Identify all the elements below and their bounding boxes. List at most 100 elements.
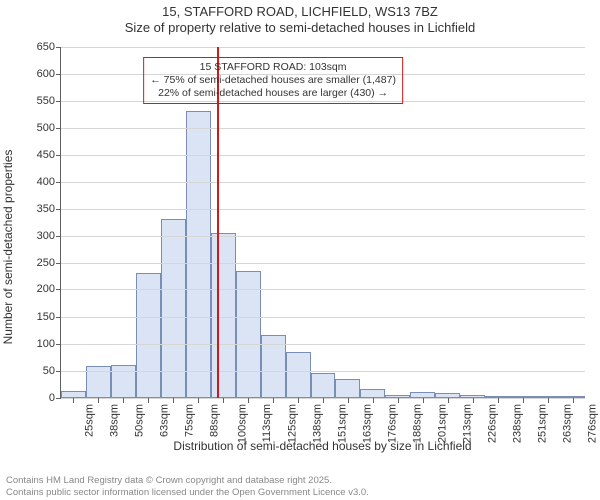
xtick-label: 226sqm <box>486 404 498 443</box>
gridline <box>61 47 585 48</box>
xtick-mark <box>123 398 124 403</box>
xtick-label: 88sqm <box>209 404 221 437</box>
y-axis-label: Number of semi-detached properties <box>1 149 15 344</box>
ytick-label: 400 <box>37 176 55 188</box>
gridline <box>61 317 585 318</box>
histogram-bar <box>261 335 286 397</box>
xtick-mark <box>198 398 199 403</box>
gridline <box>61 209 585 210</box>
ytick-mark <box>56 155 61 156</box>
gridline <box>61 263 585 264</box>
xtick-mark <box>98 398 99 403</box>
ytick-label: 150 <box>37 311 55 323</box>
ytick-label: 0 <box>49 392 55 404</box>
ytick-mark <box>56 47 61 48</box>
ytick-label: 350 <box>37 203 55 215</box>
ytick-label: 250 <box>37 257 55 269</box>
chart-title-block: 15, STAFFORD ROAD, LICHFIELD, WS13 7BZ S… <box>0 0 600 37</box>
annotation-box: 15 STAFFORD ROAD: 103sqm← 75% of semi-de… <box>143 57 403 104</box>
ytick-label: 50 <box>43 365 55 377</box>
xtick-mark <box>473 398 474 403</box>
xtick-label: 151sqm <box>337 404 349 443</box>
ytick-mark <box>56 74 61 75</box>
histogram-bar <box>360 389 385 397</box>
xtick-label: 276sqm <box>586 404 598 443</box>
annotation-line: 22% of semi-detached houses are larger (… <box>150 87 396 100</box>
xtick-mark <box>373 398 374 403</box>
gridline <box>61 344 585 345</box>
xtick-label: 201sqm <box>436 404 448 443</box>
annotation-line: ← 75% of semi-detached houses are smalle… <box>150 74 396 87</box>
xtick-mark <box>573 398 574 403</box>
xtick-label: 176sqm <box>386 404 398 443</box>
xtick-label: 188sqm <box>411 404 423 443</box>
ytick-mark <box>56 398 61 399</box>
ytick-mark <box>56 317 61 318</box>
histogram-bar <box>335 379 360 398</box>
xtick-label: 50sqm <box>134 404 146 437</box>
xtick-mark <box>448 398 449 403</box>
xtick-mark <box>298 398 299 403</box>
ytick-label: 200 <box>37 283 55 295</box>
annotation-line: 15 STAFFORD ROAD: 103sqm <box>150 61 396 74</box>
xtick-label: 263sqm <box>561 404 573 443</box>
gridline <box>61 155 585 156</box>
ytick-label: 550 <box>37 95 55 107</box>
xtick-label: 163sqm <box>362 404 374 443</box>
gridline <box>61 128 585 129</box>
xtick-mark <box>248 398 249 403</box>
ytick-label: 650 <box>37 41 55 53</box>
xtick-mark <box>348 398 349 403</box>
ytick-label: 300 <box>37 230 55 242</box>
ytick-label: 100 <box>37 338 55 350</box>
ytick-mark <box>56 182 61 183</box>
ytick-mark <box>56 289 61 290</box>
xtick-mark <box>423 398 424 403</box>
xtick-mark <box>498 398 499 403</box>
xtick-mark <box>323 398 324 403</box>
x-axis-title: Distribution of semi-detached houses by … <box>60 439 585 453</box>
xtick-label: 138sqm <box>312 404 324 443</box>
xtick-label: 25sqm <box>84 404 96 437</box>
ytick-label: 600 <box>37 68 55 80</box>
xtick-label: 100sqm <box>237 404 249 443</box>
xtick-label: 38sqm <box>109 404 121 437</box>
gridline <box>61 289 585 290</box>
xtick-mark <box>73 398 74 403</box>
title-line-2: Size of property relative to semi-detach… <box>0 20 600 36</box>
xtick-mark <box>173 398 174 403</box>
ytick-mark <box>56 101 61 102</box>
xtick-mark <box>223 398 224 403</box>
footer-attribution: Contains HM Land Registry data © Crown c… <box>6 475 369 498</box>
ytick-mark <box>56 263 61 264</box>
histogram-bar <box>211 233 236 398</box>
xtick-label: 113sqm <box>261 404 273 442</box>
xtick-mark <box>273 398 274 403</box>
xtick-mark <box>523 398 524 403</box>
histogram-bar <box>136 273 161 397</box>
xtick-label: 251sqm <box>536 404 548 443</box>
xtick-label: 238sqm <box>511 404 523 443</box>
plot-region: 0501001502002503003504004505005506006502… <box>60 47 585 399</box>
footer-line-1: Contains HM Land Registry data © Crown c… <box>6 475 369 486</box>
ytick-label: 450 <box>37 149 55 161</box>
xtick-label: 75sqm <box>184 404 196 437</box>
xtick-mark <box>398 398 399 403</box>
ytick-mark <box>56 236 61 237</box>
ytick-mark <box>56 371 61 372</box>
histogram-bar <box>286 352 311 398</box>
ytick-mark <box>56 209 61 210</box>
ytick-mark <box>56 344 61 345</box>
gridline <box>61 182 585 183</box>
xtick-label: 213sqm <box>461 404 473 443</box>
xtick-mark <box>148 398 149 403</box>
ytick-mark <box>56 128 61 129</box>
histogram-bar <box>311 373 336 397</box>
gridline <box>61 236 585 237</box>
xtick-label: 63sqm <box>159 404 171 437</box>
xtick-label: 125sqm <box>287 404 299 443</box>
ytick-label: 500 <box>37 122 55 134</box>
gridline <box>61 371 585 372</box>
xtick-mark <box>548 398 549 403</box>
title-line-1: 15, STAFFORD ROAD, LICHFIELD, WS13 7BZ <box>0 4 600 20</box>
